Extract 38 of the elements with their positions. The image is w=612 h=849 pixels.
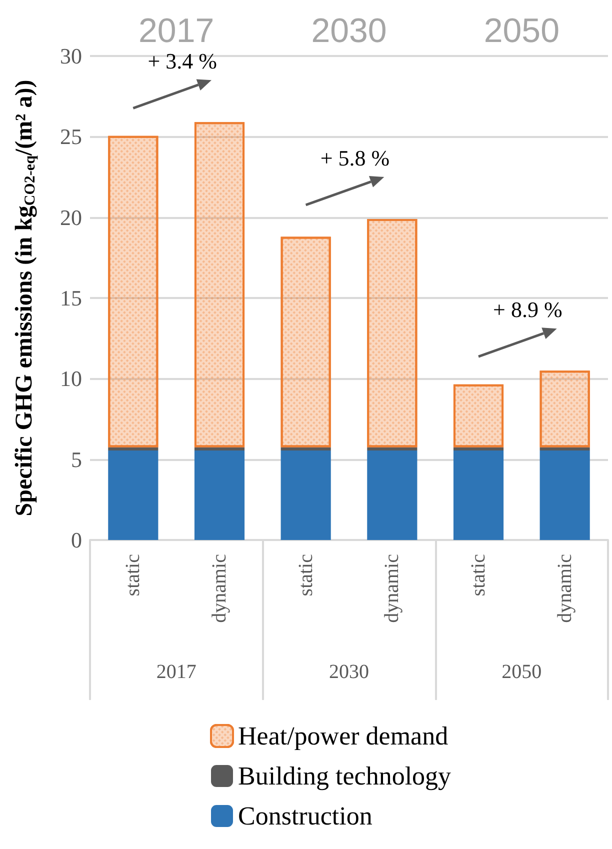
bar — [367, 450, 418, 540]
bar — [108, 447, 158, 450]
y-tick-label: 30 — [60, 44, 82, 68]
bar — [194, 450, 245, 540]
legend-label: Construction — [238, 802, 372, 830]
bar — [540, 447, 590, 450]
legend-label: Building technology — [238, 762, 452, 790]
x-tick-label: static — [468, 554, 490, 596]
bar — [108, 450, 158, 540]
bar — [280, 447, 331, 450]
text: 2030 — [329, 661, 369, 683]
y-tick-label: 0 — [71, 528, 82, 552]
bar — [453, 450, 504, 540]
x-tick-label: static — [122, 554, 144, 596]
y-tick-label: 5 — [71, 446, 82, 472]
text: 2030 — [311, 12, 387, 50]
text: 2017 — [156, 661, 196, 683]
text: 2050 — [502, 661, 542, 683]
x-tick-label: dynamic — [381, 554, 404, 623]
annotation: + 8.9 % — [493, 297, 562, 322]
y-tick-label: 20 — [60, 204, 82, 230]
x-tick-label: static — [294, 554, 317, 596]
y-tick-label: 15 — [60, 286, 82, 310]
x-tick-label: dynamic — [208, 554, 230, 623]
legend-label: Heat/power demand — [238, 722, 448, 750]
bar — [194, 447, 245, 450]
y-axis-title: Specific GHG emissions (in kgCO2-eq/(m² a)) — [12, 80, 38, 516]
annotation: + 3.4 % — [148, 48, 217, 74]
bar — [453, 447, 504, 450]
text: 2050 — [484, 12, 560, 50]
y-tick-label: 10 — [60, 366, 82, 392]
x-tick-label: dynamic — [554, 554, 576, 623]
bar — [280, 450, 331, 540]
y-tick-label: 25 — [60, 124, 82, 150]
bar — [540, 450, 590, 540]
text: 2017 — [138, 12, 214, 50]
annotation: + 5.8 % — [320, 145, 390, 170]
bar — [367, 447, 418, 450]
